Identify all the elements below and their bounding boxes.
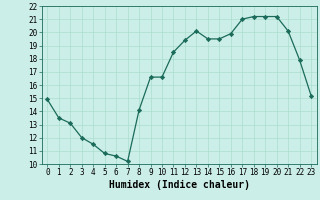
X-axis label: Humidex (Indice chaleur): Humidex (Indice chaleur) <box>109 180 250 190</box>
